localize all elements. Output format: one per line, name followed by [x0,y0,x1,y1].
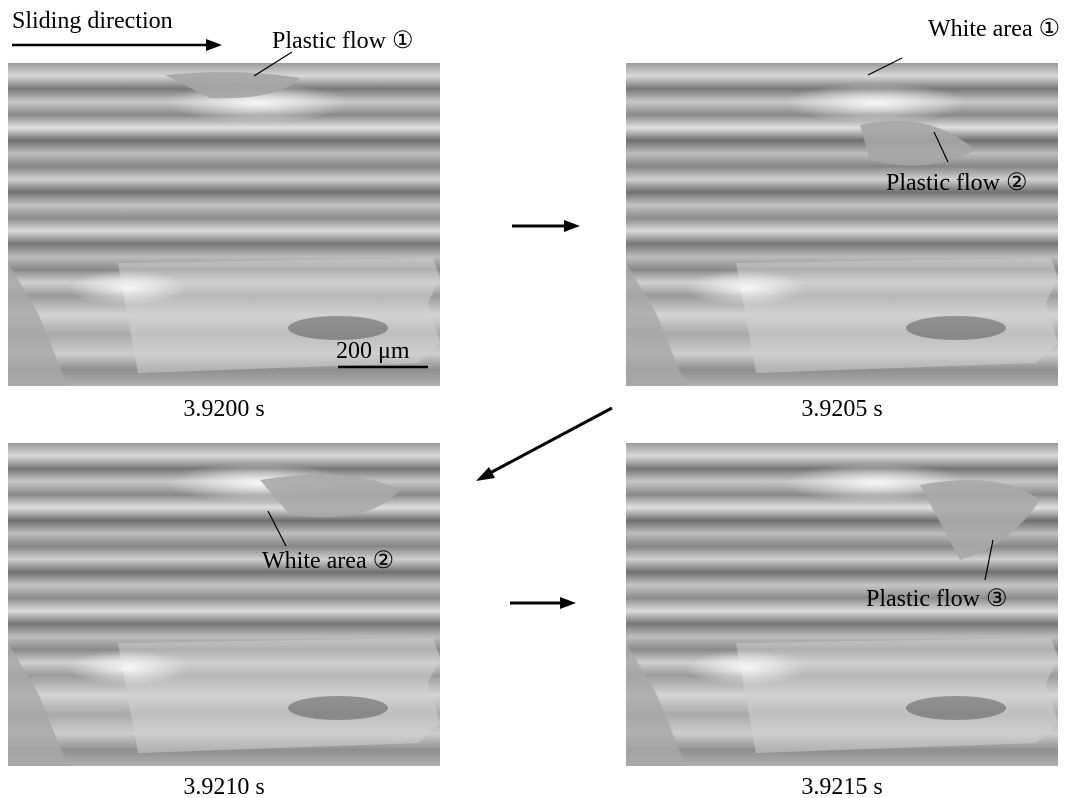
time-label: 3.9200 s [183,396,264,422]
arrow-head [206,39,222,51]
scale-bar-label: 200 μm [336,338,410,364]
annotation: White area ① [928,16,1060,42]
annotation: Plastic flow ② [886,170,1028,196]
micrograph-2 [626,63,1058,386]
arrow-head [560,597,576,609]
sequence-arrow [490,408,612,473]
annotation: Plastic flow ① [272,28,414,54]
micrograph-3 [8,443,440,766]
time-label: 3.9215 s [801,774,882,798]
time-label: 3.9210 s [183,774,264,798]
time-label: 3.9205 s [801,396,882,422]
annotation: White area ② [262,548,394,574]
arrow-head [476,467,495,481]
sliding-direction-label: Sliding direction [12,8,173,34]
annotation: Plastic flow ③ [866,586,1008,612]
figure: Sliding direction Plastic flow ① 200 μm … [0,0,1068,798]
arrow-head [564,220,580,232]
